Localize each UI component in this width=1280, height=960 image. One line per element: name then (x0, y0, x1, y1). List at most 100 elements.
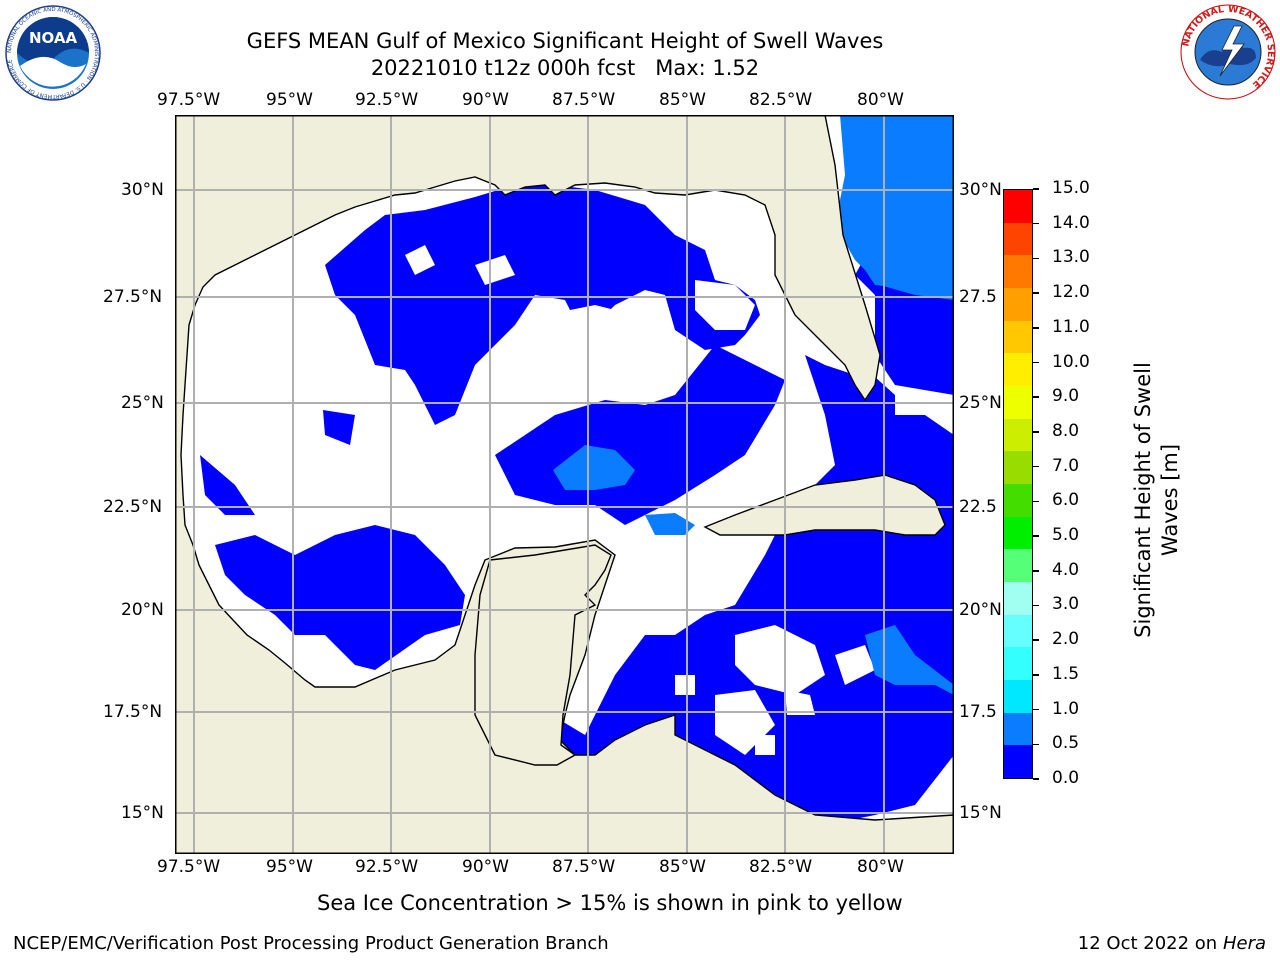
colorbar-tick-mark (1033, 708, 1039, 711)
colorbar-tick-mark (1033, 674, 1039, 676)
colorbar-swatch (1004, 516, 1032, 550)
colorbar-swatch (1004, 549, 1032, 582)
colorbar-tick-mark (1033, 292, 1039, 294)
colorbar-swatch (1004, 614, 1032, 648)
lon-label-top: 85°W (659, 90, 706, 110)
lat-label-left: 30°N (121, 180, 164, 200)
colorbar-tick-label: 10.0 (1052, 351, 1090, 372)
colorbar-tick-label: 1.5 (1052, 663, 1080, 684)
colorbar-swatch (1004, 582, 1032, 615)
colorbar (1003, 189, 1033, 779)
footer-host: Hera (1222, 933, 1266, 954)
colorbar-swatch (1004, 680, 1032, 713)
footer-date-text: 12 Oct 2022 on (1077, 933, 1223, 954)
colorbar-tick-label: 14.0 (1052, 212, 1090, 233)
lat-label-left: 25°N (121, 393, 164, 413)
colorbar-swatch (1004, 418, 1032, 452)
colorbar-tick-label: 2.0 (1052, 629, 1080, 650)
colorbar-tick-label: 13.0 (1052, 247, 1090, 268)
lon-label-bottom: 87.5°W (552, 857, 616, 877)
colorbar-tick-label: 6.0 (1052, 490, 1080, 511)
sea-ice-note: Sea Ice Concentration > 15% is shown in … (317, 891, 903, 915)
colorbar-tick-mark (1033, 222, 1039, 225)
lon-label-top: 95°W (266, 90, 313, 110)
colorbar-tick-label: 1.0 (1052, 698, 1080, 719)
map-plot (175, 115, 954, 854)
colorbar-tick-mark (1033, 396, 1039, 398)
colorbar-tick-mark (1033, 465, 1039, 468)
lon-label-bottom: 92.5°W (355, 857, 419, 877)
footer-date: 12 Oct 2022 on Hera (1078, 933, 1266, 954)
lat-label-right: 22.5 (959, 497, 997, 517)
colorbar-tick-label: 15.0 (1052, 178, 1090, 198)
colorbar-tick-mark (1033, 188, 1039, 190)
lat-label-right: 15°N (959, 803, 1002, 823)
colorbar-tick-mark (1033, 431, 1039, 433)
colorbar-tick-label: 5.0 (1052, 525, 1080, 546)
lat-label-right: 20°N (959, 600, 1002, 620)
colorbar-swatch (1004, 320, 1032, 354)
colorbar-swatch (1004, 745, 1032, 778)
colorbar-swatch (1004, 288, 1032, 321)
lat-label-left: 15°N (121, 803, 164, 823)
colorbar-swatch (1004, 353, 1032, 386)
gridlines (175, 115, 954, 854)
colorbar-swatch (1004, 386, 1032, 419)
colorbar-tick-mark (1033, 743, 1039, 746)
lon-label-top: 97.5°W (157, 90, 221, 110)
yucatan-land (474, 544, 612, 766)
colorbar-tick-mark (1033, 570, 1039, 572)
lon-label-bottom: 85°W (659, 857, 706, 877)
lon-label-top: 90°W (462, 90, 509, 110)
colorbar-swatch (1004, 484, 1032, 517)
lon-label-top: 87.5°W (552, 90, 616, 110)
colorbar-tick-label: 4.0 (1052, 559, 1080, 580)
swell-level-05-atlantic (835, 115, 954, 300)
colorbar-swatch (1004, 222, 1032, 256)
noaa-logo-text: NOAA (29, 29, 78, 47)
lon-label-bottom: 90°W (462, 857, 509, 877)
lon-label-top: 82.5°W (749, 90, 813, 110)
colorbar-swatch (1004, 255, 1032, 288)
lon-label-top: 92.5°W (355, 90, 419, 110)
lat-label-left: 22.5°N (103, 497, 163, 517)
colorbar-label-line2: Waves [m] (1158, 443, 1182, 557)
lon-label-bottom: 82.5°W (749, 857, 813, 877)
colorbar-tick-label: 0.0 (1052, 768, 1080, 788)
map-frame (175, 115, 954, 854)
colorbar-swatch (1004, 647, 1032, 680)
chart-title: GEFS MEAN Gulf of Mexico Significant Hei… (246, 29, 884, 53)
colorbar-tick-mark (1033, 327, 1039, 329)
colorbar-tick-mark (1033, 257, 1039, 260)
colorbar-tick-label: 11.0 (1052, 316, 1090, 337)
colorbar-tick-label: 8.0 (1052, 420, 1080, 441)
colorbar-tick-label: 0.5 (1052, 733, 1080, 754)
colorbar-swatch (1004, 451, 1032, 484)
nws-logo: NATIONAL WEATHER SERVICE (1180, 4, 1276, 100)
chart-subtitle: 20221010 t12z 000h fcst Max: 1.52 (370, 56, 760, 80)
colorbar-swatch (1004, 712, 1032, 746)
lat-label-right: 25°N (959, 393, 1002, 413)
colorbar-tick-mark (1033, 361, 1039, 364)
colorbar-tick-mark (1033, 639, 1039, 641)
lon-label-bottom: 97.5°W (157, 857, 221, 877)
colorbar-tick-label: 3.0 (1052, 594, 1080, 615)
lon-label-bottom: 95°W (266, 857, 313, 877)
colorbar-tick-mark (1033, 778, 1039, 780)
colorbar-tick-mark (1033, 500, 1039, 503)
lon-label-top: 80°W (857, 90, 904, 110)
lat-label-left: 27.5°N (103, 287, 163, 307)
colorbar-label: Significant Height of Swell Waves [m] (1130, 350, 1190, 650)
colorbar-tick-mark (1033, 604, 1039, 607)
colorbar-tick-mark (1033, 535, 1039, 537)
lat-label-right: 17.5 (959, 702, 997, 722)
colorbar-label-line1: Significant Height of Swell (1131, 362, 1155, 638)
colorbar-tick-label: 7.0 (1052, 455, 1080, 476)
swell-holes (405, 245, 875, 755)
colorbar-tick-label: 9.0 (1052, 386, 1080, 407)
lat-label-left: 20°N (121, 600, 164, 620)
colorbar-swatch (1004, 190, 1032, 223)
footer-credit: NCEP/EMC/Verification Post Processing Pr… (13, 933, 609, 954)
colorbar-tick-label: 12.0 (1052, 282, 1090, 303)
noaa-logo: NOAA NATIONAL OCEANIC AND ATMOSPHERIC AD… (5, 5, 101, 101)
